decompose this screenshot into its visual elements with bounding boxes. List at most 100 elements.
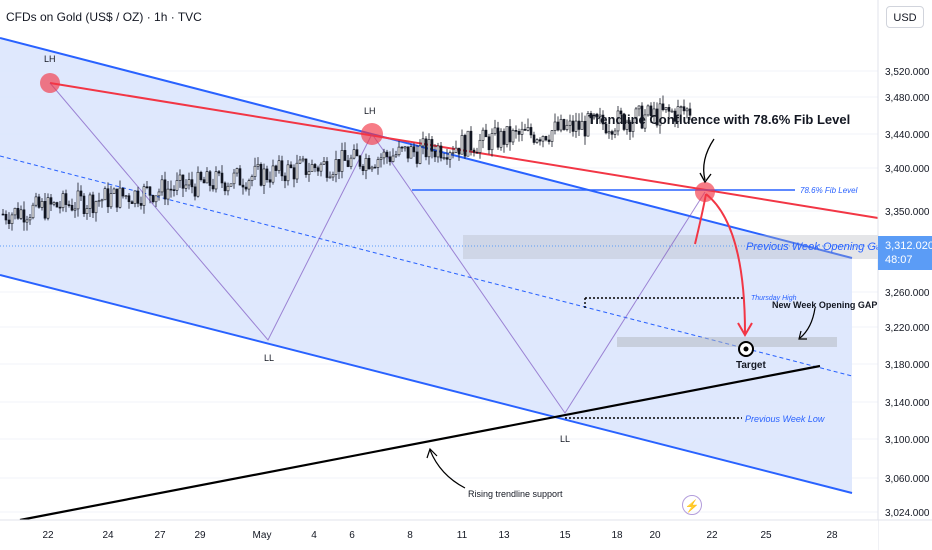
candle-body: [463, 135, 467, 157]
candle-body: [280, 160, 284, 177]
candle-body: [448, 152, 452, 160]
candle-body: [538, 139, 542, 142]
candle-body: [673, 110, 677, 122]
candle-body: [265, 168, 269, 180]
candle-body: [160, 179, 164, 193]
candle-body: [130, 201, 134, 204]
candle-body: [319, 163, 323, 172]
candle-body: [343, 150, 347, 161]
candle-body: [151, 195, 155, 203]
candle-body: [574, 120, 578, 132]
candle-body: [58, 206, 62, 209]
candle-body: [121, 187, 125, 197]
target-label: Target: [736, 360, 766, 371]
channel-fill: [0, 38, 852, 493]
thursday-high-label: Thursday High: [751, 295, 797, 302]
candle-body: [502, 130, 506, 145]
candle-body: [364, 157, 368, 171]
rising-trendline-support-line[interactable]: [19, 364, 821, 522]
x-tick-label: 18: [611, 530, 623, 541]
candle-body: [595, 113, 599, 117]
candle-body: [52, 202, 56, 205]
swing-label-lh-2: LH: [364, 106, 376, 116]
candle-body: [166, 188, 170, 200]
support-arrowhead: [426, 447, 438, 459]
last-price-badge: 3,312.020 48:07: [878, 236, 932, 270]
candle-body: [457, 147, 461, 155]
candle-body: [262, 168, 266, 186]
lightning-icon[interactable]: ⚡: [682, 495, 702, 515]
candle-body: [427, 139, 431, 158]
candle-body: [7, 219, 11, 224]
candle-body: [292, 167, 296, 180]
fib-level-label: 78.6% Fib Level: [800, 186, 858, 195]
candle-body: [397, 146, 401, 155]
y-tick-label: 3,140.000: [885, 398, 930, 409]
y-tick-label: 3,024.000: [885, 508, 930, 519]
candle-body: [490, 133, 494, 151]
time-axis[interactable]: [0, 520, 878, 550]
candle-body: [460, 135, 464, 155]
candle-body: [625, 121, 629, 130]
candle-body: [241, 184, 245, 188]
candle-body: [169, 188, 173, 191]
candle-body: [43, 201, 47, 219]
candle-body: [571, 120, 575, 132]
candle-body: [580, 120, 584, 130]
candle-body: [334, 159, 338, 175]
candle-body: [670, 110, 674, 113]
candle-body: [268, 179, 272, 183]
candle-body: [178, 174, 182, 181]
candle-body: [199, 171, 203, 180]
candle-body: [499, 130, 503, 148]
y-tick-label: 3,260.000: [885, 288, 930, 299]
y-tick-label: 3,220.000: [885, 323, 930, 334]
lh-marker-2[interactable]: [361, 123, 383, 145]
candle-body: [208, 171, 212, 186]
previous-week-gap-label: Previous Week Opening Gap: [746, 241, 888, 253]
candle-body: [253, 165, 257, 177]
candle-body: [322, 161, 326, 165]
x-tick-label: 29: [194, 530, 206, 541]
candle-body: [295, 162, 299, 180]
x-tick-label: 25: [760, 530, 772, 541]
candle-body: [532, 134, 536, 143]
candle-body: [157, 191, 161, 197]
candle-body: [34, 196, 38, 206]
candle-body: [301, 158, 305, 161]
lh-marker-1[interactable]: [40, 73, 60, 93]
candle-body: [631, 122, 635, 132]
x-tick-label: 4: [311, 530, 317, 541]
candle-body: [439, 145, 443, 159]
candle-body: [91, 194, 95, 214]
candle-body: [637, 105, 641, 110]
currency-button[interactable]: USD: [886, 6, 924, 28]
candle-body: [634, 108, 638, 123]
x-tick-label: 22: [706, 530, 718, 541]
new-week-gap-arrow: [799, 307, 816, 339]
confluence-arrow: [703, 138, 715, 181]
bar-countdown: 48:07: [885, 254, 913, 266]
candle-body: [553, 121, 557, 132]
candle-body: [271, 165, 275, 183]
candle-body: [235, 168, 239, 174]
channel-lower-line[interactable]: [0, 274, 853, 494]
candle-body: [514, 130, 518, 132]
price-axis[interactable]: [878, 0, 932, 550]
candle-body: [76, 190, 80, 210]
candle-body: [442, 157, 446, 159]
y-tick-label: 3,440.000: [885, 130, 930, 141]
projection-down-arrow: [705, 193, 746, 334]
candle-body: [40, 201, 44, 208]
candle-body: [67, 204, 71, 206]
candle-body: [487, 136, 491, 151]
candle-body: [274, 165, 278, 171]
candle-body: [655, 108, 659, 126]
candle-body: [436, 145, 440, 158]
candle-body: [148, 186, 152, 196]
y-tick-label: 3,060.000: [885, 474, 930, 485]
candle-body: [640, 105, 644, 129]
candle-body: [400, 146, 404, 149]
candle-body: [229, 183, 233, 187]
